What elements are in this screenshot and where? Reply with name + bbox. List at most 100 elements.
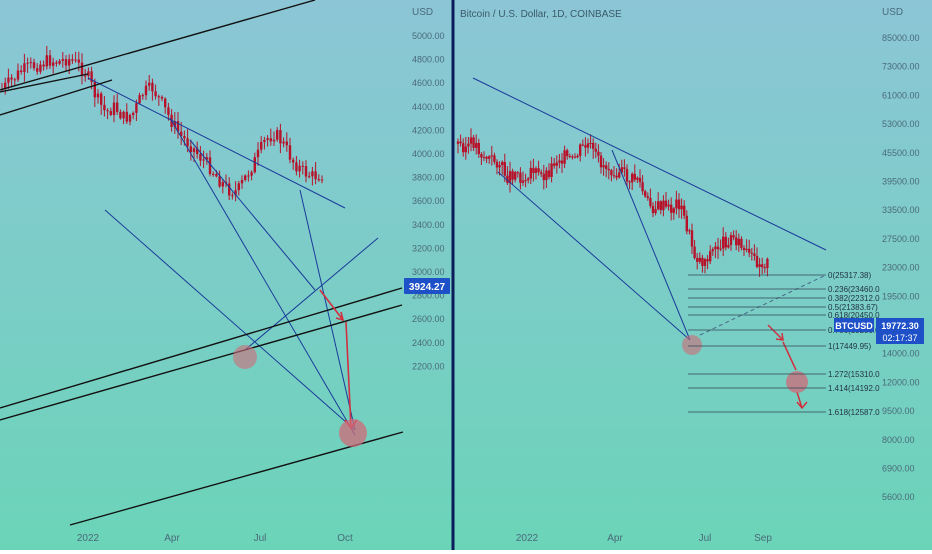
- right-y-tick-label: 6900.00: [882, 464, 915, 474]
- right-candle-body: [623, 167, 626, 169]
- right-candle-body: [740, 238, 743, 248]
- right-candle-body: [610, 170, 613, 176]
- left-trendline: [169, 117, 356, 436]
- right-y-tick-label: 73000.00: [882, 62, 920, 72]
- right-candle-body: [714, 246, 717, 250]
- right-y-tick-label: 53000.00: [882, 119, 920, 129]
- left-candle-body: [292, 159, 295, 163]
- left-candle-body: [116, 102, 119, 112]
- left-candle-body: [93, 82, 96, 98]
- left-y-axis[interactable]: 5000.00 4800.00 4600.00 4400.00 4200.00 4000.…: [412, 31, 445, 371]
- right-candle-body: [638, 177, 642, 183]
- right-last-price-badge: [876, 318, 924, 344]
- right-candle-body: [698, 257, 701, 262]
- left-arrow-1: [319, 289, 345, 322]
- left-candle-body: [55, 62, 58, 64]
- left-trendline: [104, 209, 356, 431]
- left-candle-body: [282, 141, 285, 144]
- right-candle-body: [755, 255, 759, 267]
- right-candle-body: [685, 215, 688, 232]
- left-last-price-badge: [404, 278, 450, 294]
- left-candle-body: [23, 63, 26, 73]
- right-candle-body: [605, 165, 608, 169]
- left-candle-body: [311, 171, 314, 177]
- right-candle-body: [599, 155, 603, 168]
- left-x-axis[interactable]: 2022 Apr Jul Oct: [77, 533, 353, 544]
- left-currency-label: USD: [412, 7, 433, 18]
- right-candle-body: [521, 180, 525, 183]
- right-candle-body: [527, 178, 530, 181]
- left-candle-body: [199, 154, 202, 161]
- left-candle-body: [90, 71, 93, 83]
- left-y-tick-label: 3400.00: [412, 220, 445, 230]
- left-candle-body: [205, 157, 208, 160]
- right-candle-body: [558, 160, 561, 163]
- right-candle-body: [482, 156, 486, 158]
- left-candle-body: [263, 139, 266, 142]
- right-y-tick-label: 85000.00: [882, 33, 920, 43]
- right-candle-body: [657, 201, 660, 210]
- right-candle-body: [703, 259, 707, 266]
- left-candle-body: [154, 91, 157, 97]
- left-channel-line: [0, 0, 316, 91]
- right-candle-body: [649, 197, 652, 206]
- left-candle-body: [266, 138, 269, 140]
- left-candle-body: [298, 165, 301, 172]
- right-x-tick-label: 2022: [516, 533, 539, 544]
- right-candle-body: [485, 156, 488, 159]
- right-candle-body: [519, 172, 522, 183]
- right-candle-body: [763, 267, 766, 269]
- right-trendline: [611, 149, 691, 341]
- fib-level-label: 0.618(20450.0: [828, 311, 880, 320]
- right-last-price-label: 19772.30: [881, 321, 919, 331]
- left-candle-body: [109, 110, 112, 115]
- right-candle-body: [693, 246, 696, 259]
- right-candle-body: [727, 244, 730, 248]
- left-candle-body: [138, 95, 141, 104]
- right-candle-body: [620, 167, 623, 173]
- right-drawings: [472, 77, 827, 410]
- left-x-tick-label: 2022: [77, 533, 100, 544]
- left-candle-body: [10, 77, 13, 80]
- left-candle-body: [151, 82, 154, 92]
- right-chart-pane[interactable]: Bitcoin / U.S. Dollar, 1D, COINBASE 0(25…: [456, 7, 924, 544]
- left-candle-body: [128, 114, 132, 122]
- left-candle-body: [272, 139, 276, 142]
- left-candle-body: [192, 148, 196, 153]
- left-channel-line: [0, 73, 89, 93]
- fib-level-label: 0.5(21383.67): [828, 303, 878, 312]
- left-candle-body: [247, 175, 250, 177]
- left-candle-body: [87, 71, 90, 76]
- right-candle-body: [644, 191, 647, 197]
- left-channel-line: [0, 287, 403, 409]
- right-candle-body: [506, 175, 509, 183]
- left-candle-body: [36, 68, 39, 72]
- right-candle-body: [498, 165, 501, 168]
- right-arrow-3: [796, 391, 808, 410]
- left-last-price-label: 3924.27: [409, 282, 446, 293]
- right-candle-body: [758, 264, 761, 267]
- left-candle-body: [74, 59, 77, 61]
- right-arrow-1: [767, 324, 784, 341]
- right-candle-body: [709, 251, 712, 262]
- left-candle-body: [317, 179, 320, 181]
- right-x-axis[interactable]: 2022 Apr Jul Sep: [516, 533, 772, 544]
- left-candle-body: [295, 162, 298, 172]
- left-candle-body: [218, 176, 221, 187]
- right-candle-body: [472, 137, 475, 148]
- right-candle-body: [753, 253, 756, 256]
- right-candle-body: [532, 167, 535, 173]
- right-candle-body: [524, 180, 527, 182]
- right-candle-body: [503, 161, 506, 176]
- left-candle-body: [64, 59, 68, 66]
- left-y-tick-label: 2800.00: [412, 291, 445, 301]
- left-chart-pane[interactable]: USD 5000.00 4800.00 4600.00 4400.00 4200.00 4…: [0, 0, 450, 544]
- right-y-tick-label: 27500.00: [882, 234, 920, 244]
- right-candle-body: [745, 248, 748, 251]
- right-candle-body: [729, 235, 733, 245]
- right-candle-body: [612, 175, 616, 177]
- left-candle-body: [256, 149, 260, 158]
- right-candle-body: [581, 144, 584, 146]
- left-candle-body: [304, 166, 308, 177]
